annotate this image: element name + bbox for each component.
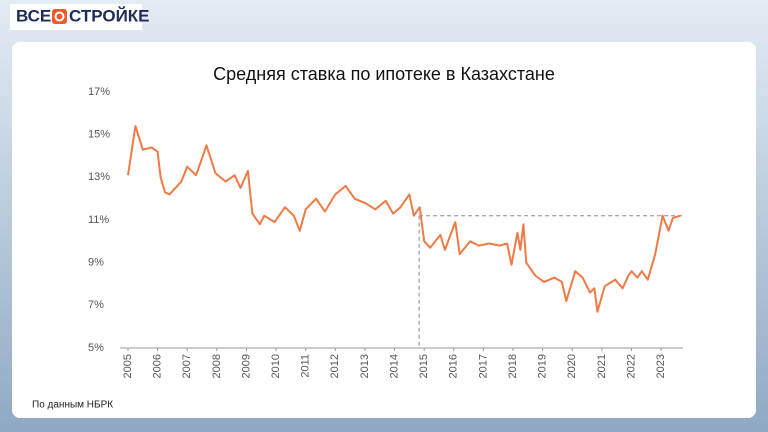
line [127,125,681,313]
x-tick-label: 2009 [240,354,252,378]
logo-icon [52,9,67,24]
x-tick-label: 2023 [655,354,667,378]
x-tick-label: 2013 [359,354,371,378]
y-tick-label: 17% [88,86,110,98]
logo-ring [54,11,65,22]
x-tick-label: 2017 [477,354,489,378]
source: По данным НБРК [32,400,113,411]
chart-title: Средняя ставка по ипотеке в Казахстане [213,64,555,84]
x-tick-label: 2015 [418,354,430,378]
x-tick-label: 2022 [625,354,637,378]
y-tick-label: 15% [88,129,110,141]
x-tick-label: 2021 [596,354,608,378]
brand-left: ВСЕ [16,6,51,25]
card [12,42,756,418]
y-tick-label: 11% [88,214,109,226]
plot: 5% 7% 9% 11% 13% 15% 17% 2005 2006 2007 2008 2009 20… [88,86,683,378]
x-tick-label: 2016 [448,354,460,378]
y-tick-label: 5% [88,342,104,354]
x-tick-label: 2014 [388,354,400,378]
x-tick-label: 2005 [122,354,134,378]
x-tick-label: 2010 [270,354,282,378]
x-tick-label: 2011 [300,354,312,378]
x-tick-label: 2007 [181,354,193,378]
x-tick-label: 2008 [211,354,223,378]
logo-box [10,4,142,30]
x-tick-label: 2019 [537,354,549,378]
y-tick-label: 7% [88,299,104,311]
x-tick-label: 2020 [566,354,578,378]
x-tick-label: 2012 [329,354,341,378]
x-tick-label: 2018 [507,354,519,378]
y-tick-label: 13% [88,171,110,183]
x-tick-label: 2006 [152,354,164,378]
brand-right: СТРОЙКЕ [69,6,150,25]
y-tick-label: 9% [88,257,104,269]
